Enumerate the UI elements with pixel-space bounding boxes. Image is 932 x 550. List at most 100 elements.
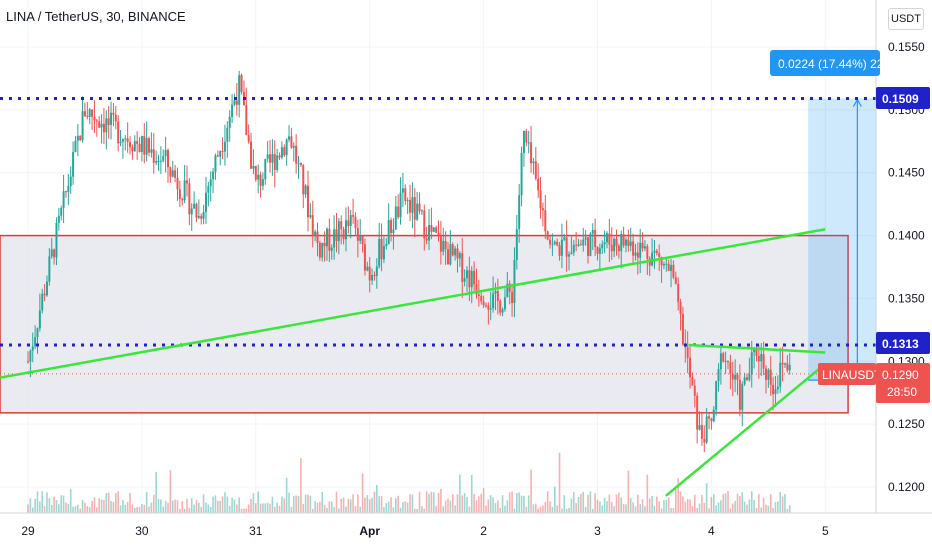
candle-body bbox=[575, 244, 578, 246]
volume-bar bbox=[91, 500, 93, 513]
candle-body bbox=[451, 244, 454, 256]
annotation-lines bbox=[0, 97, 876, 497]
volume-bar bbox=[606, 501, 608, 513]
candle-body bbox=[710, 418, 713, 422]
candle-body bbox=[352, 215, 355, 217]
volume-bar bbox=[511, 491, 513, 513]
candle-body bbox=[563, 237, 566, 240]
volume-bar bbox=[544, 502, 547, 513]
candle-body bbox=[601, 244, 604, 249]
volume-bar bbox=[672, 507, 675, 513]
volume-bar bbox=[572, 492, 575, 513]
candle-body bbox=[715, 381, 718, 410]
x-tick-label: 30 bbox=[135, 524, 149, 538]
volume-bar bbox=[746, 504, 748, 513]
volume-bar bbox=[760, 507, 763, 513]
volume-bar bbox=[535, 503, 537, 513]
volume-bar bbox=[689, 499, 691, 513]
last-price-label-bg bbox=[876, 363, 930, 403]
candle-body bbox=[185, 180, 188, 184]
candle-body bbox=[307, 185, 310, 218]
volume-bars bbox=[27, 452, 791, 513]
volume-bar bbox=[727, 491, 729, 513]
volume-bar bbox=[342, 497, 345, 513]
candle-body bbox=[482, 301, 485, 306]
volume-bar bbox=[532, 504, 535, 513]
candle-body bbox=[463, 278, 466, 282]
candle-body bbox=[98, 121, 101, 128]
volume-bar bbox=[88, 507, 91, 513]
candle-body bbox=[60, 207, 63, 216]
candle-body bbox=[584, 237, 587, 240]
candle-body bbox=[406, 199, 409, 201]
candle-body bbox=[335, 229, 338, 242]
candle-body bbox=[591, 229, 594, 234]
volume-bar bbox=[129, 492, 131, 513]
candle-body bbox=[385, 244, 388, 247]
volume-bar bbox=[285, 477, 288, 513]
candle-body bbox=[337, 221, 340, 242]
volume-bar bbox=[148, 506, 150, 513]
volume-bar bbox=[98, 498, 100, 513]
volume-bar bbox=[667, 497, 670, 513]
volume-bar bbox=[212, 496, 214, 513]
volume-bar bbox=[587, 494, 589, 513]
candle-body bbox=[197, 215, 200, 218]
volume-bar bbox=[338, 508, 340, 513]
candle-body bbox=[371, 275, 374, 281]
volume-bar bbox=[451, 494, 454, 513]
volume-bar bbox=[297, 495, 300, 513]
volume-bar bbox=[430, 491, 433, 513]
volume-bar bbox=[376, 484, 378, 513]
volume-bar bbox=[591, 508, 594, 513]
candle-body bbox=[470, 270, 473, 288]
candle-body bbox=[328, 228, 331, 251]
volume-bar bbox=[423, 508, 426, 513]
volume-bar bbox=[65, 502, 67, 513]
candle-body bbox=[321, 242, 324, 258]
candle-body bbox=[93, 116, 96, 121]
candle-body bbox=[57, 215, 60, 223]
candle-body bbox=[392, 229, 395, 234]
candle-body bbox=[238, 75, 241, 105]
volume-bar bbox=[523, 495, 525, 513]
candle-body bbox=[501, 309, 504, 313]
candle-body bbox=[155, 160, 158, 163]
volume-bar bbox=[750, 491, 753, 513]
candle-body bbox=[240, 75, 243, 93]
candle-body bbox=[769, 369, 772, 385]
candle-body bbox=[418, 203, 421, 212]
volume-bar bbox=[150, 502, 153, 513]
candle-body bbox=[361, 236, 364, 245]
candle-body bbox=[549, 239, 552, 245]
volume-bar bbox=[653, 505, 656, 513]
volume-bar bbox=[133, 507, 136, 513]
candle-body bbox=[634, 252, 637, 256]
candle-body bbox=[382, 246, 385, 260]
volume-bar bbox=[663, 500, 665, 513]
currency-unit-button[interactable]: USDT bbox=[888, 8, 924, 30]
volume-bar bbox=[584, 506, 587, 513]
candle-body bbox=[534, 161, 537, 179]
candle-body bbox=[344, 220, 347, 240]
candle-body bbox=[152, 149, 155, 163]
candle-body bbox=[164, 150, 167, 157]
candle-body bbox=[349, 215, 352, 227]
volume-bar bbox=[599, 501, 601, 513]
candle-body bbox=[724, 360, 727, 362]
y-tick-label: 0.1450 bbox=[888, 166, 925, 180]
volume-bar bbox=[627, 470, 630, 513]
volume-bar bbox=[136, 507, 138, 513]
volume-bar bbox=[779, 491, 782, 513]
volume-bar bbox=[300, 458, 302, 513]
candle-body bbox=[209, 179, 212, 187]
candle-body bbox=[347, 220, 350, 227]
volume-bar bbox=[328, 501, 331, 513]
volume-bar bbox=[632, 502, 634, 513]
candle-body bbox=[314, 231, 317, 236]
volume-bar bbox=[86, 506, 89, 513]
symbol-tag: LINAUSDT bbox=[822, 368, 882, 382]
candle-body bbox=[271, 153, 274, 163]
candle-body bbox=[200, 215, 203, 219]
